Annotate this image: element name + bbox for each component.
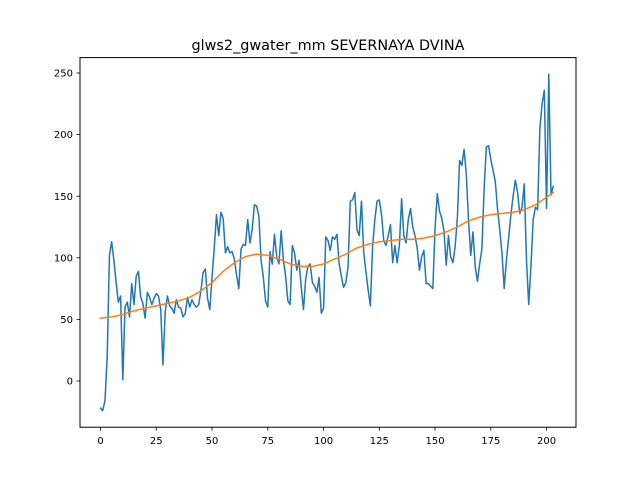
x-axis: 0 25 50 75 100 125 150 175 200 xyxy=(97,427,556,447)
chart-title: glws2_gwater_mm SEVERNAYA DVINA xyxy=(192,38,465,54)
series-line-2 xyxy=(99,191,555,319)
y-tick-label: 0 xyxy=(67,377,73,388)
axes-frame xyxy=(79,57,577,428)
x-tick-label: 0 xyxy=(97,436,103,447)
x-tick-label: 125 xyxy=(370,436,389,447)
y-tick-label: 50 xyxy=(60,315,73,326)
x-tick-label: 75 xyxy=(261,436,274,447)
y-tick-label: 150 xyxy=(54,192,73,203)
x-tick-label: 200 xyxy=(537,436,556,447)
x-tick-label: 100 xyxy=(314,436,333,447)
y-tick-label: 200 xyxy=(54,130,73,141)
plot-area xyxy=(99,73,555,412)
y-tick-label: 250 xyxy=(54,69,73,80)
x-tick-label: 50 xyxy=(206,436,219,447)
x-tick-label: 175 xyxy=(481,436,500,447)
x-tick-label: 150 xyxy=(426,436,445,447)
y-axis: 0 50 100 150 200 250 xyxy=(54,69,80,388)
y-tick-label: 100 xyxy=(54,253,73,264)
x-tick-label: 25 xyxy=(150,436,163,447)
